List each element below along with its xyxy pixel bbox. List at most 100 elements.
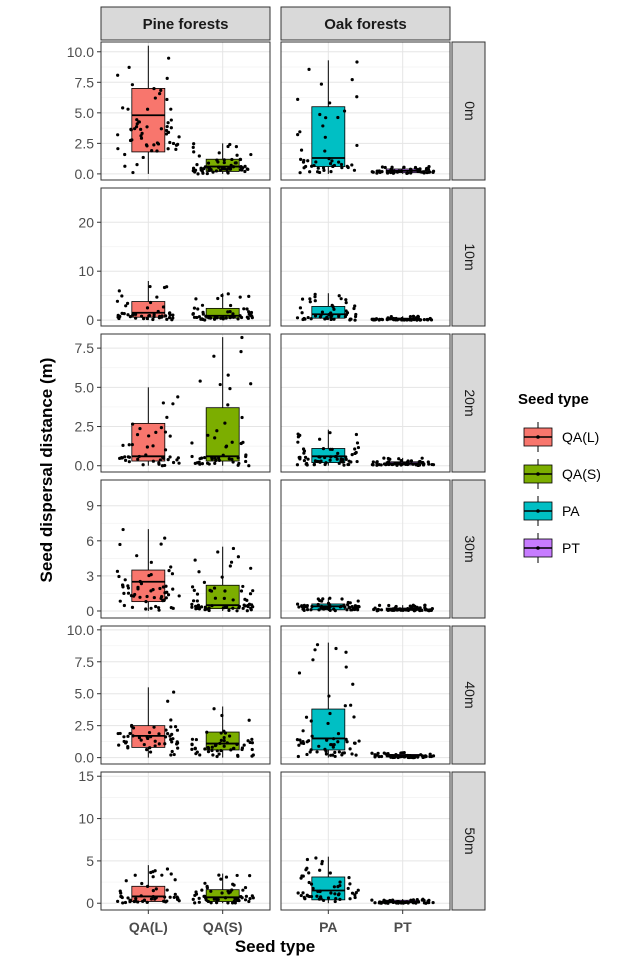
data-point (327, 157, 331, 161)
data-point (379, 608, 384, 612)
data-point (348, 882, 352, 886)
data-point (415, 318, 419, 322)
data-point (164, 584, 168, 588)
data-point (301, 741, 306, 746)
data-point (309, 882, 314, 886)
data-point (133, 873, 137, 877)
data-point (162, 598, 166, 602)
data-point (144, 600, 148, 604)
data-point (317, 744, 321, 748)
data-point (233, 900, 237, 904)
data-point (354, 312, 358, 317)
box-PT-20m (370, 456, 436, 468)
data-point (353, 893, 357, 897)
data-point (418, 608, 422, 613)
data-point (148, 735, 153, 739)
data-point (194, 890, 198, 894)
data-point (213, 596, 218, 600)
data-point (127, 443, 131, 447)
data-point (206, 899, 210, 904)
data-point (157, 608, 161, 612)
data-point (312, 463, 316, 467)
data-point (160, 595, 164, 599)
data-point (240, 415, 244, 420)
data-point (328, 596, 332, 600)
data-point (354, 753, 358, 757)
data-point (409, 169, 413, 173)
data-point (234, 161, 238, 165)
data-point (319, 82, 324, 86)
x-tick-label: PA (319, 919, 337, 935)
data-point (229, 748, 233, 752)
panel-border (100, 771, 271, 911)
y-tick-label: 7.5 (75, 74, 95, 90)
data-point (169, 725, 173, 729)
data-point (386, 316, 390, 320)
data-point (190, 602, 194, 606)
data-point (194, 297, 198, 301)
data-point (226, 901, 230, 905)
data-point (231, 165, 236, 169)
data-point (244, 894, 249, 898)
data-point (308, 170, 312, 174)
data-point (210, 455, 214, 460)
data-point (155, 149, 159, 153)
data-point (429, 608, 433, 612)
data-point (169, 118, 173, 122)
data-point (250, 741, 254, 745)
data-point (354, 890, 358, 895)
box (311, 708, 346, 751)
data-point (116, 133, 120, 137)
data-point (318, 437, 322, 441)
data-point (342, 109, 347, 113)
data-point (328, 431, 332, 435)
data-point (296, 432, 300, 436)
data-point (250, 603, 254, 607)
data-point (117, 289, 121, 293)
data-point (122, 735, 126, 739)
data-point (121, 527, 125, 532)
data-point (227, 457, 231, 461)
data-point (217, 752, 221, 756)
data-point (375, 461, 379, 465)
data-point (152, 315, 156, 319)
data-point (197, 900, 201, 904)
data-point (228, 167, 232, 171)
data-point (148, 300, 153, 305)
data-point (318, 868, 322, 872)
data-point (134, 312, 138, 316)
data-point (240, 747, 244, 752)
data-point (118, 599, 122, 603)
data-point (353, 895, 357, 900)
data-point (197, 570, 201, 574)
data-point (144, 607, 148, 611)
data-point (169, 107, 173, 111)
data-point (151, 870, 155, 874)
data-point (122, 603, 126, 608)
data-point (427, 901, 431, 905)
data-point (176, 741, 180, 745)
data-point (205, 730, 209, 734)
data-point (390, 165, 394, 169)
data-point (417, 169, 422, 173)
data-point (310, 164, 314, 168)
data-point (135, 163, 139, 167)
data-point (401, 461, 406, 466)
panel-40m-0: 0.0 2.5 5.0 7.5 10.0 (67, 622, 271, 766)
data-point (301, 607, 305, 611)
data-point (156, 606, 161, 610)
data-point (370, 898, 374, 902)
data-point (408, 754, 412, 758)
data-point (350, 891, 355, 895)
data-point (169, 872, 173, 876)
facet-row-strip-2 (451, 333, 486, 473)
data-point (207, 168, 211, 173)
data-point (167, 316, 172, 320)
data-point (324, 749, 328, 753)
data-point (130, 443, 134, 447)
data-point (151, 895, 155, 899)
data-point (168, 455, 172, 459)
data-point (210, 604, 214, 608)
data-point (197, 607, 202, 611)
data-point (424, 167, 429, 171)
